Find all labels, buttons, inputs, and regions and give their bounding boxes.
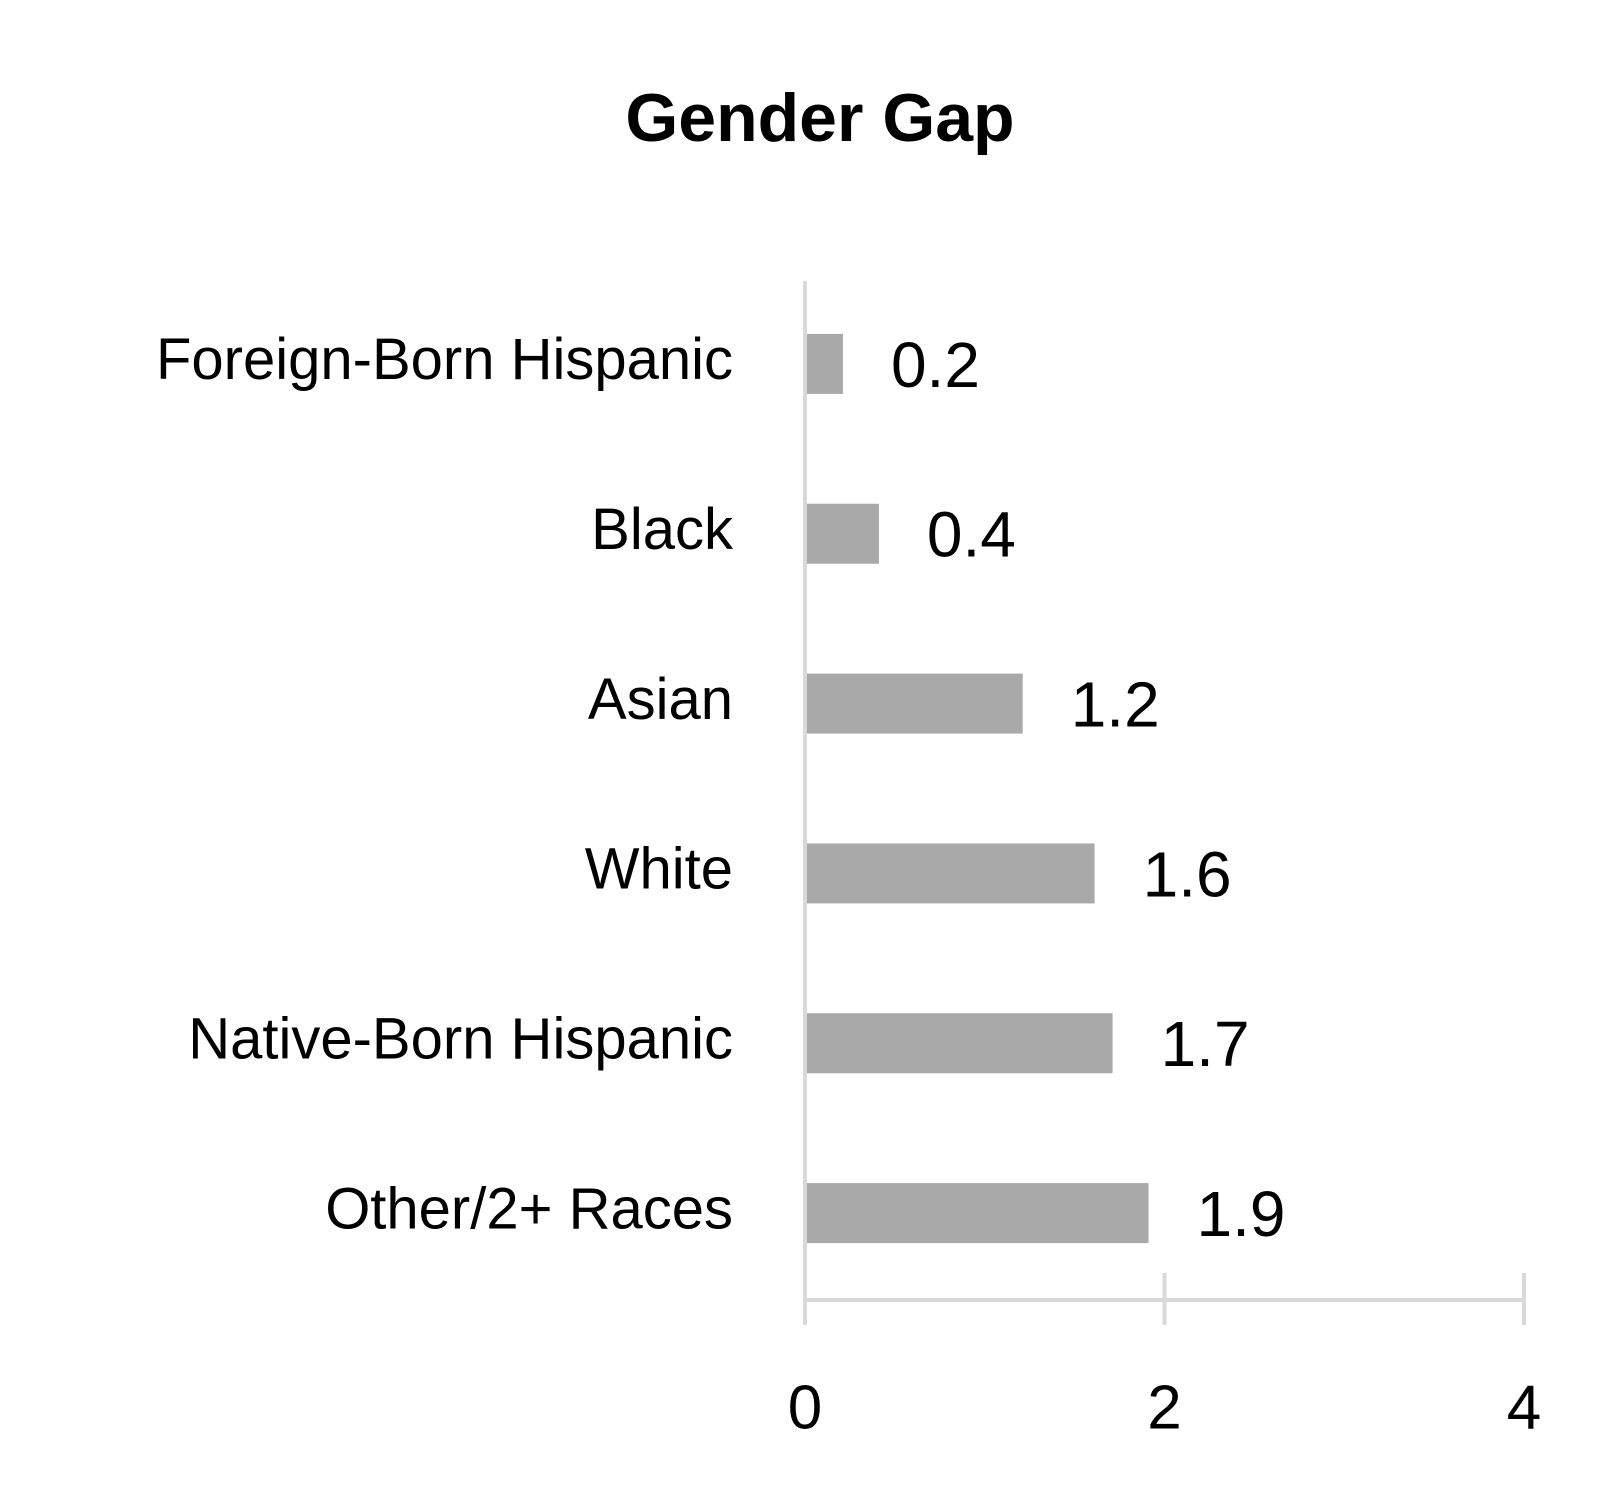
bar xyxy=(807,1183,1149,1244)
value-label: 0.2 xyxy=(891,329,980,401)
y-tick-label: Asian xyxy=(588,667,733,732)
bar xyxy=(807,503,879,564)
value-label: 1.6 xyxy=(1143,838,1232,910)
x-tick-label: 2 xyxy=(1147,1373,1181,1442)
y-tick-label: Foreign-Born Hispanic xyxy=(156,327,733,392)
bar xyxy=(807,1013,1113,1074)
y-tick-label: White xyxy=(585,837,733,902)
value-label: 1.2 xyxy=(1071,668,1160,740)
bar xyxy=(807,333,843,394)
y-tick-label: Native-Born Hispanic xyxy=(188,1007,733,1072)
value-label: 1.9 xyxy=(1197,1178,1286,1250)
bar xyxy=(807,843,1095,904)
chart-title: Gender Gap xyxy=(625,80,1014,156)
x-tick-label: 0 xyxy=(788,1373,822,1442)
value-label: 0.4 xyxy=(927,499,1016,571)
y-tick-label: Other/2+ Races xyxy=(325,1176,733,1241)
bar xyxy=(807,673,1023,734)
x-tick-label: 4 xyxy=(1507,1373,1541,1442)
y-tick-label: Black xyxy=(591,497,734,562)
value-label: 1.7 xyxy=(1161,1008,1250,1080)
